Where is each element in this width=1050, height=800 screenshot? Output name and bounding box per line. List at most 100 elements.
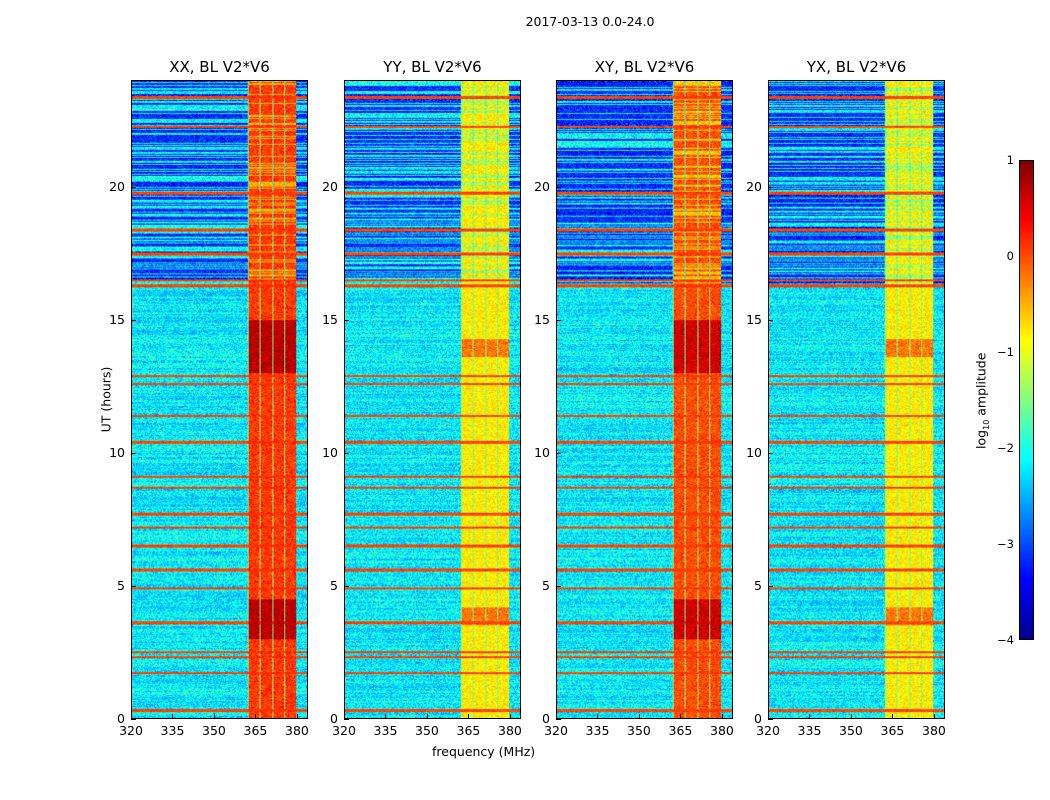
colorbar <box>1019 160 1034 640</box>
x-tick <box>213 714 215 719</box>
x-tick-label: 380 <box>285 723 309 738</box>
y-tick <box>556 452 561 454</box>
y-tick-label: 10 <box>322 444 338 460</box>
y-tick <box>768 452 773 454</box>
y-tick-label: 15 <box>322 311 338 327</box>
y-tick-label: 0 <box>754 711 762 726</box>
x-tick <box>892 714 894 719</box>
heatmap-image <box>768 80 945 719</box>
figure-title: 2017-03-13 0.0-24.0 <box>525 14 655 29</box>
y-tick <box>344 452 349 454</box>
y-axis-label: UT (hours) <box>98 366 114 433</box>
y-tick-label: 5 <box>117 577 125 593</box>
y-tick <box>131 186 136 188</box>
x-tick <box>933 714 935 719</box>
panel-title: YY, BL V2*V6 <box>383 58 482 76</box>
x-tick <box>850 714 852 719</box>
x-tick <box>426 714 428 719</box>
x-tick-label: 380 <box>710 723 734 738</box>
y-tick <box>556 319 561 321</box>
y-tick-label: 20 <box>534 178 550 194</box>
y-tick <box>556 186 561 188</box>
x-tick <box>809 714 811 719</box>
colorbar-tick-label: −2 <box>997 441 1014 455</box>
y-tick <box>131 585 136 587</box>
x-tick-label: 320 <box>119 723 143 738</box>
y-tick-label: 20 <box>322 178 338 194</box>
y-tick-label: 15 <box>746 311 762 327</box>
y-tick <box>556 719 561 720</box>
panel-title: XY, BL V2*V6 <box>594 58 695 76</box>
heatmap-image <box>556 80 733 719</box>
y-tick <box>768 585 773 587</box>
x-tick-label: 335 <box>797 723 822 738</box>
waterfall-panel-3: YX, BL V2*V6 320 335 350 365 380 0 5 10 15 20 <box>746 58 946 738</box>
y-tick-label: 0 <box>330 711 338 726</box>
y-tick <box>344 186 349 188</box>
y-tick <box>768 186 773 188</box>
x-tick <box>680 714 682 719</box>
y-tick <box>131 719 136 720</box>
x-tick-label: 335 <box>160 723 185 738</box>
y-tick-label: 0 <box>542 711 550 726</box>
y-tick-label: 5 <box>754 577 762 593</box>
colorbar-tick-label: 0 <box>1006 249 1014 263</box>
y-tick <box>344 719 349 720</box>
y-tick-label: 10 <box>746 444 762 460</box>
x-tick <box>172 714 174 719</box>
waterfall-panel-1: YY, BL V2*V6 320 335 350 365 380 0 5 10 15 20 <box>322 58 522 738</box>
x-tick <box>556 714 557 719</box>
panel-title: XX, BL V2*V6 <box>169 58 270 76</box>
y-tick-label: 10 <box>109 444 125 460</box>
x-tick-label: 320 <box>332 723 356 738</box>
colorbar-tick-label: 1 <box>1006 153 1014 167</box>
colorbar-label: log10 amplitude <box>973 352 991 449</box>
x-tick <box>296 714 298 719</box>
y-tick-label: 15 <box>109 311 125 327</box>
y-tick <box>344 585 349 587</box>
x-tick-label: 365 <box>243 723 268 738</box>
colorbar-tick-label: −4 <box>997 633 1014 647</box>
x-tick <box>255 714 257 719</box>
x-tick-label: 380 <box>498 723 522 738</box>
y-tick-label: 10 <box>534 444 550 460</box>
y-tick-label: 20 <box>109 178 125 194</box>
y-tick <box>556 585 561 587</box>
waterfall-panel-2: XY, BL V2*V6 320 335 350 365 380 0 5 10 15 20 <box>534 58 734 738</box>
x-tick-label: 335 <box>373 723 398 738</box>
x-tick <box>597 714 599 719</box>
x-tick-label: 365 <box>880 723 905 738</box>
x-tick <box>721 714 723 719</box>
y-tick <box>768 719 773 720</box>
colorbar-tick-label: −3 <box>997 537 1014 551</box>
x-tick-label: 335 <box>585 723 610 738</box>
x-tick <box>509 714 511 719</box>
x-tick-label: 350 <box>627 723 651 738</box>
x-tick-label: 365 <box>456 723 481 738</box>
x-tick-label: 320 <box>544 723 568 738</box>
x-tick-label: 350 <box>839 723 863 738</box>
x-tick-label: 350 <box>415 723 439 738</box>
x-tick <box>344 714 345 719</box>
x-tick <box>638 714 640 719</box>
x-tick-label: 365 <box>668 723 693 738</box>
colorbar-tick-label: −1 <box>997 345 1014 359</box>
x-tick-label: 380 <box>922 723 946 738</box>
y-tick <box>131 319 136 321</box>
x-tick <box>131 714 132 719</box>
panel-title: YX, BL V2*V6 <box>806 58 907 76</box>
heatmap-image <box>131 80 308 719</box>
y-tick <box>768 319 773 321</box>
heatmap-image <box>344 80 521 719</box>
y-tick-label: 20 <box>746 178 762 194</box>
waterfall-panel-0: XX, BL V2*V6 320 335 350 365 380 0 5 10 15 20 <box>109 58 309 738</box>
y-tick <box>344 319 349 321</box>
x-tick <box>768 714 769 719</box>
y-tick-label: 0 <box>117 711 125 726</box>
x-tick <box>468 714 470 719</box>
y-tick-label: 5 <box>542 577 550 593</box>
x-tick-label: 320 <box>756 723 780 738</box>
y-tick <box>131 452 136 454</box>
x-tick <box>385 714 387 719</box>
y-tick-label: 15 <box>534 311 550 327</box>
